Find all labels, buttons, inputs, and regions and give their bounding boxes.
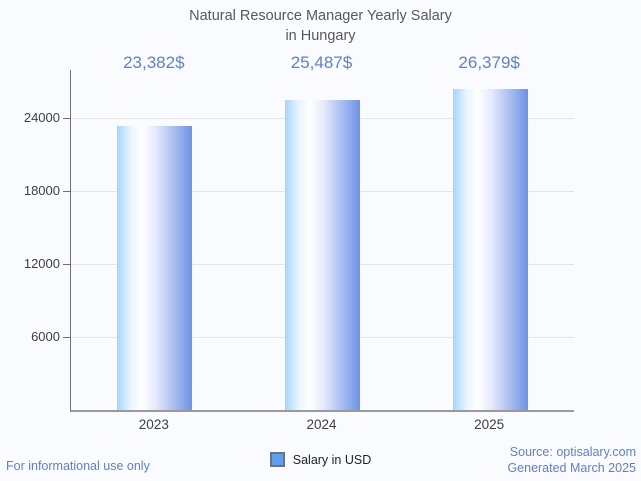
y-axis-tick [63,337,70,338]
bar-value-label: 23,382$ [123,53,185,72]
source-block: Source: optisalary.com Generated March 2… [507,444,636,476]
bar-value-label: 26,379$ [458,53,520,72]
legend-label: Salary in USD [292,452,372,467]
y-axis-tick [63,264,70,266]
x-axis-label: 2023 [138,417,169,432]
legend-swatch-icon [269,452,285,467]
bar-value-label: 25,487$ [290,53,353,72]
y-axis-tick [63,191,70,193]
y-axis-label: 6000 [31,329,60,344]
chart-title: Natural Resource Manager Yearly Salary i… [0,6,641,46]
bar [452,89,528,410]
generated-text: Generated March 2025 [507,461,636,475]
y-axis-label: 24000 [23,110,60,126]
x-axis-label: 2025 [474,417,505,432]
source-text: Source: optisalary.com [509,445,636,459]
legend: Salary in USD [0,452,641,467]
chart-title-line1: Natural Resource Manager Yearly Salary [189,8,452,24]
bar [285,99,360,410]
plot-area [70,70,574,412]
y-axis-label: 18000 [23,183,60,199]
y-axis-tick [63,118,70,120]
disclaimer-text: For informational use only [6,459,150,473]
bar [117,125,193,410]
x-axis-label: 2024 [306,417,337,432]
y-axis-label: 12000 [23,256,60,272]
chart-title-line2: in Hungary [285,28,356,44]
